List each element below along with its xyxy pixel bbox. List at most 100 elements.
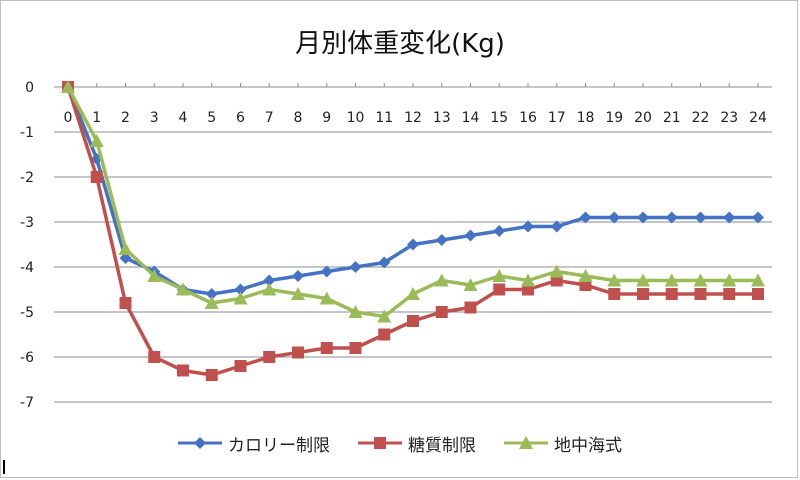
x-tick-label: 3: [150, 110, 159, 126]
data-point-triangle: [607, 273, 622, 287]
data-point-square: [637, 288, 649, 300]
data-point-square: [493, 283, 506, 296]
text-cursor: [3, 460, 5, 474]
x-tick-label: 2: [121, 110, 130, 126]
data-point-diamond: [292, 270, 304, 282]
data-point-diamond: [464, 229, 477, 242]
legend-marker-triangle-icon: [504, 436, 548, 449]
legend-item-calorie: カロリー制限: [178, 431, 330, 456]
data-point-diamond: [407, 238, 419, 251]
data-point-diamond: [665, 211, 678, 224]
y-tick-label: -6: [20, 350, 34, 366]
y-tick-label: -3: [20, 215, 34, 231]
data-point-diamond: [752, 211, 764, 224]
data-point-square: [177, 364, 189, 377]
data-point-square: [234, 360, 247, 372]
data-point-diamond: [435, 234, 448, 246]
series-line-1: [66, 86, 758, 377]
data-point-diamond: [550, 220, 563, 233]
x-tick-label: 12: [404, 110, 422, 126]
data-point-diamond: [320, 265, 333, 278]
data-point-diamond: [637, 211, 649, 224]
data-point-triangle: [492, 269, 507, 282]
data-point-triangle: [664, 273, 679, 287]
x-tick-label: 16: [519, 110, 537, 126]
x-tick-label: 11: [375, 110, 393, 126]
x-tick-label: 21: [663, 110, 681, 126]
y-tick-label: -7: [20, 395, 34, 411]
x-tick-label: 24: [749, 110, 767, 126]
legend-label-calorie: カロリー制限: [228, 435, 330, 456]
data-point-square: [263, 351, 276, 363]
data-point-square: [90, 171, 103, 183]
data-point-triangle: [319, 291, 334, 305]
data-point-diamond: [378, 256, 391, 269]
y-tick-label: -2: [20, 170, 34, 186]
data-point-square: [608, 288, 621, 300]
data-point-square: [752, 288, 764, 300]
x-tick-label: 20: [634, 110, 652, 126]
x-tick-label: 1: [92, 110, 101, 126]
x-tick-label: 5: [207, 110, 216, 126]
legend-marker-diamond-icon: [178, 437, 222, 449]
legend-label-carb: 糖質制限: [408, 435, 476, 456]
data-point-diamond: [493, 225, 506, 237]
data-point-triangle: [578, 269, 593, 282]
data-point-square: [320, 342, 333, 354]
data-point-triangle: [291, 287, 305, 300]
data-point-square: [205, 369, 218, 381]
x-tick-label: 23: [720, 110, 738, 126]
y-tick-label: -1: [20, 125, 34, 141]
data-point-square: [435, 306, 448, 318]
x-tick-label: 17: [548, 110, 566, 126]
x-tick-label: 9: [322, 110, 331, 126]
data-point-diamond: [234, 283, 247, 296]
data-point-triangle: [406, 287, 420, 300]
data-point-triangle: [176, 282, 190, 296]
data-point-triangle: [549, 264, 564, 278]
data-point-triangle: [118, 242, 133, 255]
data-point-square: [665, 288, 678, 300]
x-tick-label: 0: [64, 110, 73, 126]
data-point-triangle: [147, 269, 162, 282]
x-tick-label: 19: [605, 110, 623, 126]
data-point-square: [694, 288, 707, 300]
data-point-triangle: [262, 282, 277, 296]
data-point-square: [464, 301, 477, 314]
data-point-triangle: [233, 291, 248, 305]
data-point-square: [292, 346, 304, 359]
data-point-square: [148, 351, 161, 363]
data-point-triangle: [434, 273, 449, 287]
data-point-square: [119, 297, 132, 309]
data-point-triangle: [751, 273, 765, 287]
data-point-triangle: [61, 80, 75, 93]
data-point-diamond: [263, 274, 276, 287]
y-tick-label: -5: [20, 305, 34, 321]
data-point-triangle: [463, 278, 478, 291]
data-point-triangle: [636, 273, 650, 287]
data-point-square: [723, 288, 736, 300]
legend-label-mediterranean: 地中海式: [554, 435, 622, 456]
x-tick-label: 4: [179, 110, 188, 126]
data-point-triangle: [722, 273, 737, 287]
data-point-square: [378, 328, 391, 341]
legend-item-mediterranean: 地中海式: [504, 431, 622, 456]
data-point-triangle: [89, 134, 104, 147]
data-point-diamond: [723, 211, 736, 224]
x-tick-label: 6: [236, 110, 245, 126]
legend-item-carb: 糖質制限: [358, 431, 476, 456]
x-tick-label: 14: [462, 110, 480, 126]
data-point-diamond: [694, 211, 707, 224]
data-point-diamond: [522, 220, 534, 233]
x-tick-label: 13: [433, 110, 451, 126]
data-point-square: [349, 342, 362, 354]
data-point-triangle: [348, 305, 363, 318]
y-tick-label: -4: [20, 260, 34, 276]
data-point-triangle: [377, 309, 392, 323]
y-tick-label: 0: [25, 80, 34, 96]
data-point-square: [407, 315, 419, 327]
legend-marker-square-icon: [358, 437, 402, 449]
data-point-diamond: [205, 288, 218, 300]
